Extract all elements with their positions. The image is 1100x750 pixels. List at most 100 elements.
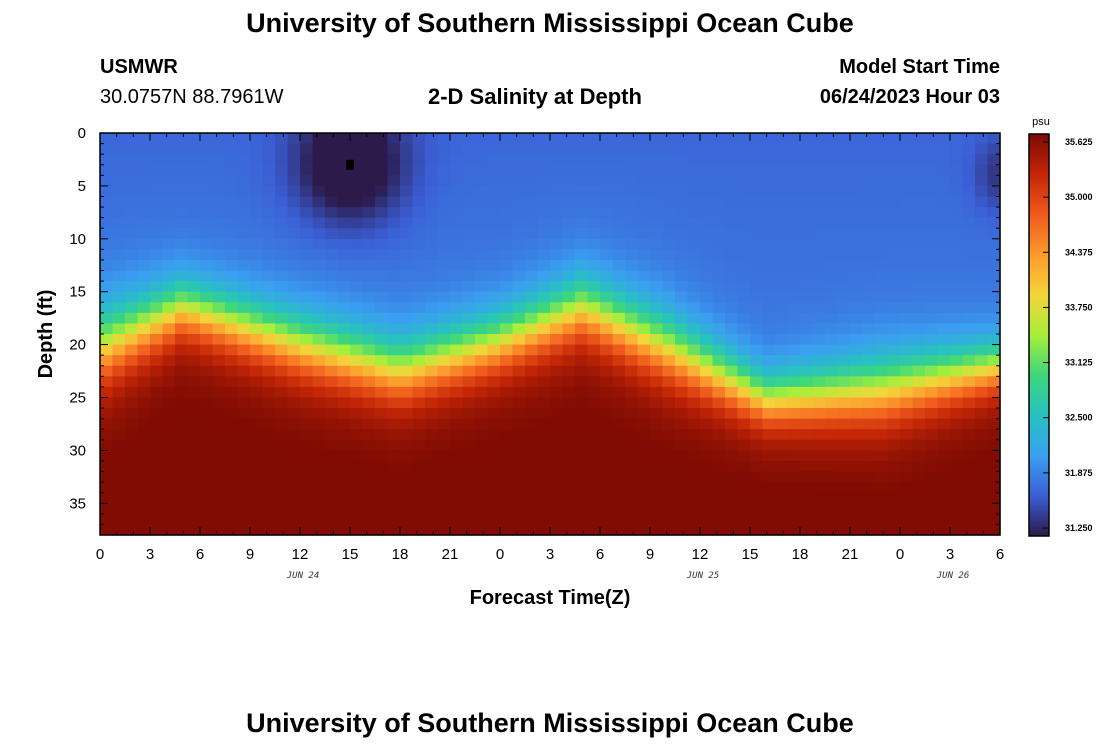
heatmap-cell [237, 270, 251, 282]
heatmap-cell [287, 270, 301, 282]
heatmap-cell [500, 270, 514, 282]
heatmap-cell [625, 323, 639, 335]
heatmap-cell [412, 228, 426, 240]
heatmap-cell [837, 492, 851, 504]
heatmap-cell [437, 133, 451, 145]
heatmap-cell [500, 143, 514, 155]
heatmap-cell [687, 334, 701, 346]
heatmap-cell [400, 154, 414, 166]
heatmap-cell [512, 312, 526, 325]
model-start-label: Model Start Time [839, 56, 1000, 78]
heatmap-cell [625, 164, 639, 176]
heatmap-cell [125, 492, 139, 504]
heatmap-cell [962, 439, 976, 451]
heatmap-cell [962, 524, 976, 536]
heatmap-cell [400, 450, 414, 462]
heatmap-cell [475, 133, 489, 145]
x-tick-label: 12 [692, 546, 709, 563]
heatmap-cell [200, 270, 214, 282]
heatmap-cell [687, 397, 701, 409]
heatmap-cell [262, 154, 276, 166]
heatmap-cell [400, 386, 414, 399]
heatmap-cell [950, 196, 964, 208]
heatmap-cell [612, 376, 626, 388]
heatmap-cell [675, 386, 689, 399]
heatmap-cell [950, 492, 964, 504]
heatmap-cell [637, 397, 651, 409]
x-tick-label: 0 [96, 546, 104, 563]
heatmap-cell [362, 196, 376, 208]
heatmap-cell [112, 439, 126, 451]
heatmap-cell [750, 439, 764, 451]
heatmap-cell [200, 408, 214, 420]
heatmap-cell [412, 259, 426, 272]
heatmap-cell [525, 185, 539, 198]
heatmap-cell [725, 429, 739, 441]
heatmap-cell [800, 418, 814, 430]
heatmap-cell [250, 270, 264, 282]
heatmap-cell [337, 281, 351, 293]
heatmap-cell [325, 185, 339, 198]
heatmap-cell [637, 492, 651, 504]
heatmap-cell [712, 312, 726, 325]
heatmap-cell [287, 228, 301, 240]
heatmap-cell [500, 355, 514, 367]
heatmap-cell [962, 429, 976, 441]
heatmap-cell [900, 175, 914, 187]
heatmap-cell [375, 471, 389, 483]
heatmap-cell [850, 291, 864, 303]
heatmap-cell [212, 185, 226, 198]
heatmap-cell [650, 228, 664, 240]
heatmap-cell [537, 482, 551, 494]
heatmap-cell [775, 164, 789, 176]
heatmap-cell [825, 164, 839, 176]
heatmap-cell [300, 397, 314, 409]
heatmap-cell [462, 450, 476, 462]
heatmap-cell [862, 450, 876, 462]
heatmap-cell [300, 482, 314, 494]
heatmap-cell [887, 408, 901, 420]
heatmap-cell [487, 513, 501, 526]
heatmap-cell [162, 397, 176, 409]
heatmap-cell [900, 460, 914, 473]
heatmap-cell [900, 207, 914, 219]
heatmap-cell [462, 397, 476, 409]
heatmap-cell [625, 386, 639, 399]
heatmap-cell [300, 217, 314, 229]
heatmap-cell [612, 291, 626, 303]
heatmap-cell [787, 397, 801, 409]
heatmap-cell [600, 503, 614, 515]
heatmap-cell [987, 291, 1001, 303]
heatmap-cell [312, 334, 326, 346]
heatmap-cell [225, 302, 239, 314]
heatmap-cell [875, 217, 889, 229]
heatmap-cell [975, 207, 989, 219]
heatmap-cell [750, 376, 764, 388]
heatmap-cell [800, 207, 814, 219]
heatmap-cell [412, 386, 426, 399]
heatmap-cell [850, 524, 864, 536]
heatmap-cell [837, 312, 851, 325]
heatmap-cell [537, 365, 551, 377]
heatmap-cell [562, 397, 576, 409]
heatmap-cell [937, 482, 951, 494]
heatmap-cell [650, 460, 664, 473]
heatmap-cell [900, 185, 914, 198]
heatmap-cell [412, 154, 426, 166]
heatmap-cell [312, 460, 326, 473]
heatmap-cell [750, 302, 764, 314]
heatmap-cell [337, 408, 351, 420]
heatmap-cell [975, 270, 989, 282]
heatmap-cell [537, 408, 551, 420]
heatmap-cell [612, 259, 626, 272]
heatmap-cell [450, 450, 464, 462]
heatmap-cell [362, 302, 376, 314]
heatmap-cell [125, 154, 139, 166]
heatmap-cell [837, 207, 851, 219]
heatmap-cell [287, 249, 301, 261]
heatmap-cell [875, 524, 889, 536]
heatmap-cell [150, 302, 164, 314]
heatmap-cell [337, 365, 351, 377]
heatmap-cell [250, 524, 264, 536]
heatmap-cell [625, 376, 639, 388]
